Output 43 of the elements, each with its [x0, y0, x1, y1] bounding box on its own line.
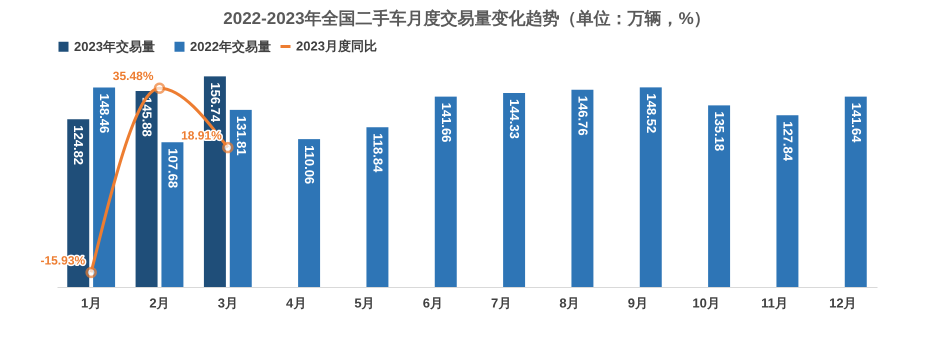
data-label: 146.76: [575, 96, 590, 136]
bar: [230, 110, 252, 287]
x-tick-label: 10月: [692, 296, 720, 310]
data-label: 141.66: [438, 102, 454, 142]
bar: [434, 96, 457, 287]
data-label: 107.68: [165, 148, 180, 188]
data-label: 148.52: [644, 93, 659, 134]
x-tick-label: 4月: [286, 296, 306, 310]
bar: [136, 90, 158, 287]
data-label: 135.18: [712, 111, 728, 152]
data-label: 131.81: [234, 116, 249, 156]
bar: [503, 93, 526, 287]
bar: [161, 142, 184, 287]
data-label: 156.74: [208, 82, 223, 123]
data-label: 144.33: [507, 99, 522, 139]
legend-label: 2022年交易量: [190, 38, 271, 54]
x-tick-label: 7月: [491, 296, 512, 310]
x-tick-label: 6月: [422, 296, 443, 310]
bar: [640, 87, 662, 287]
bar: [571, 90, 594, 287]
x-tick-label: 8月: [559, 296, 580, 310]
data-label: 118.84: [370, 133, 386, 174]
data-label: 124.82: [71, 125, 86, 166]
x-tick-label: 9月: [628, 296, 648, 310]
bar: [776, 115, 798, 287]
x-tick-label: 2月: [149, 296, 170, 310]
legend-label: 2023年交易量: [74, 38, 155, 54]
data-label: 35.48%: [112, 69, 154, 84]
x-tick-label: 3月: [218, 296, 238, 310]
x-tick-label: 11月: [761, 296, 788, 310]
data-label: 127.84: [780, 121, 796, 162]
bar: [298, 139, 320, 287]
x-tick-label: 12月: [829, 296, 857, 310]
bar: [708, 105, 730, 287]
data-label: 141.64: [848, 102, 864, 144]
x-tick-label: 5月: [354, 296, 375, 310]
data-label: 110.06: [302, 145, 318, 184]
x-tick-label: 1月: [81, 296, 102, 310]
legend-label: 2023月度同比: [296, 38, 377, 54]
bar: [366, 127, 388, 287]
data-label: 148.46: [97, 94, 112, 134]
bar: [844, 96, 867, 287]
chart-title: 2022-2023年全国二手车月度交易量变化趋势（单位：万辆，%）: [223, 9, 711, 28]
